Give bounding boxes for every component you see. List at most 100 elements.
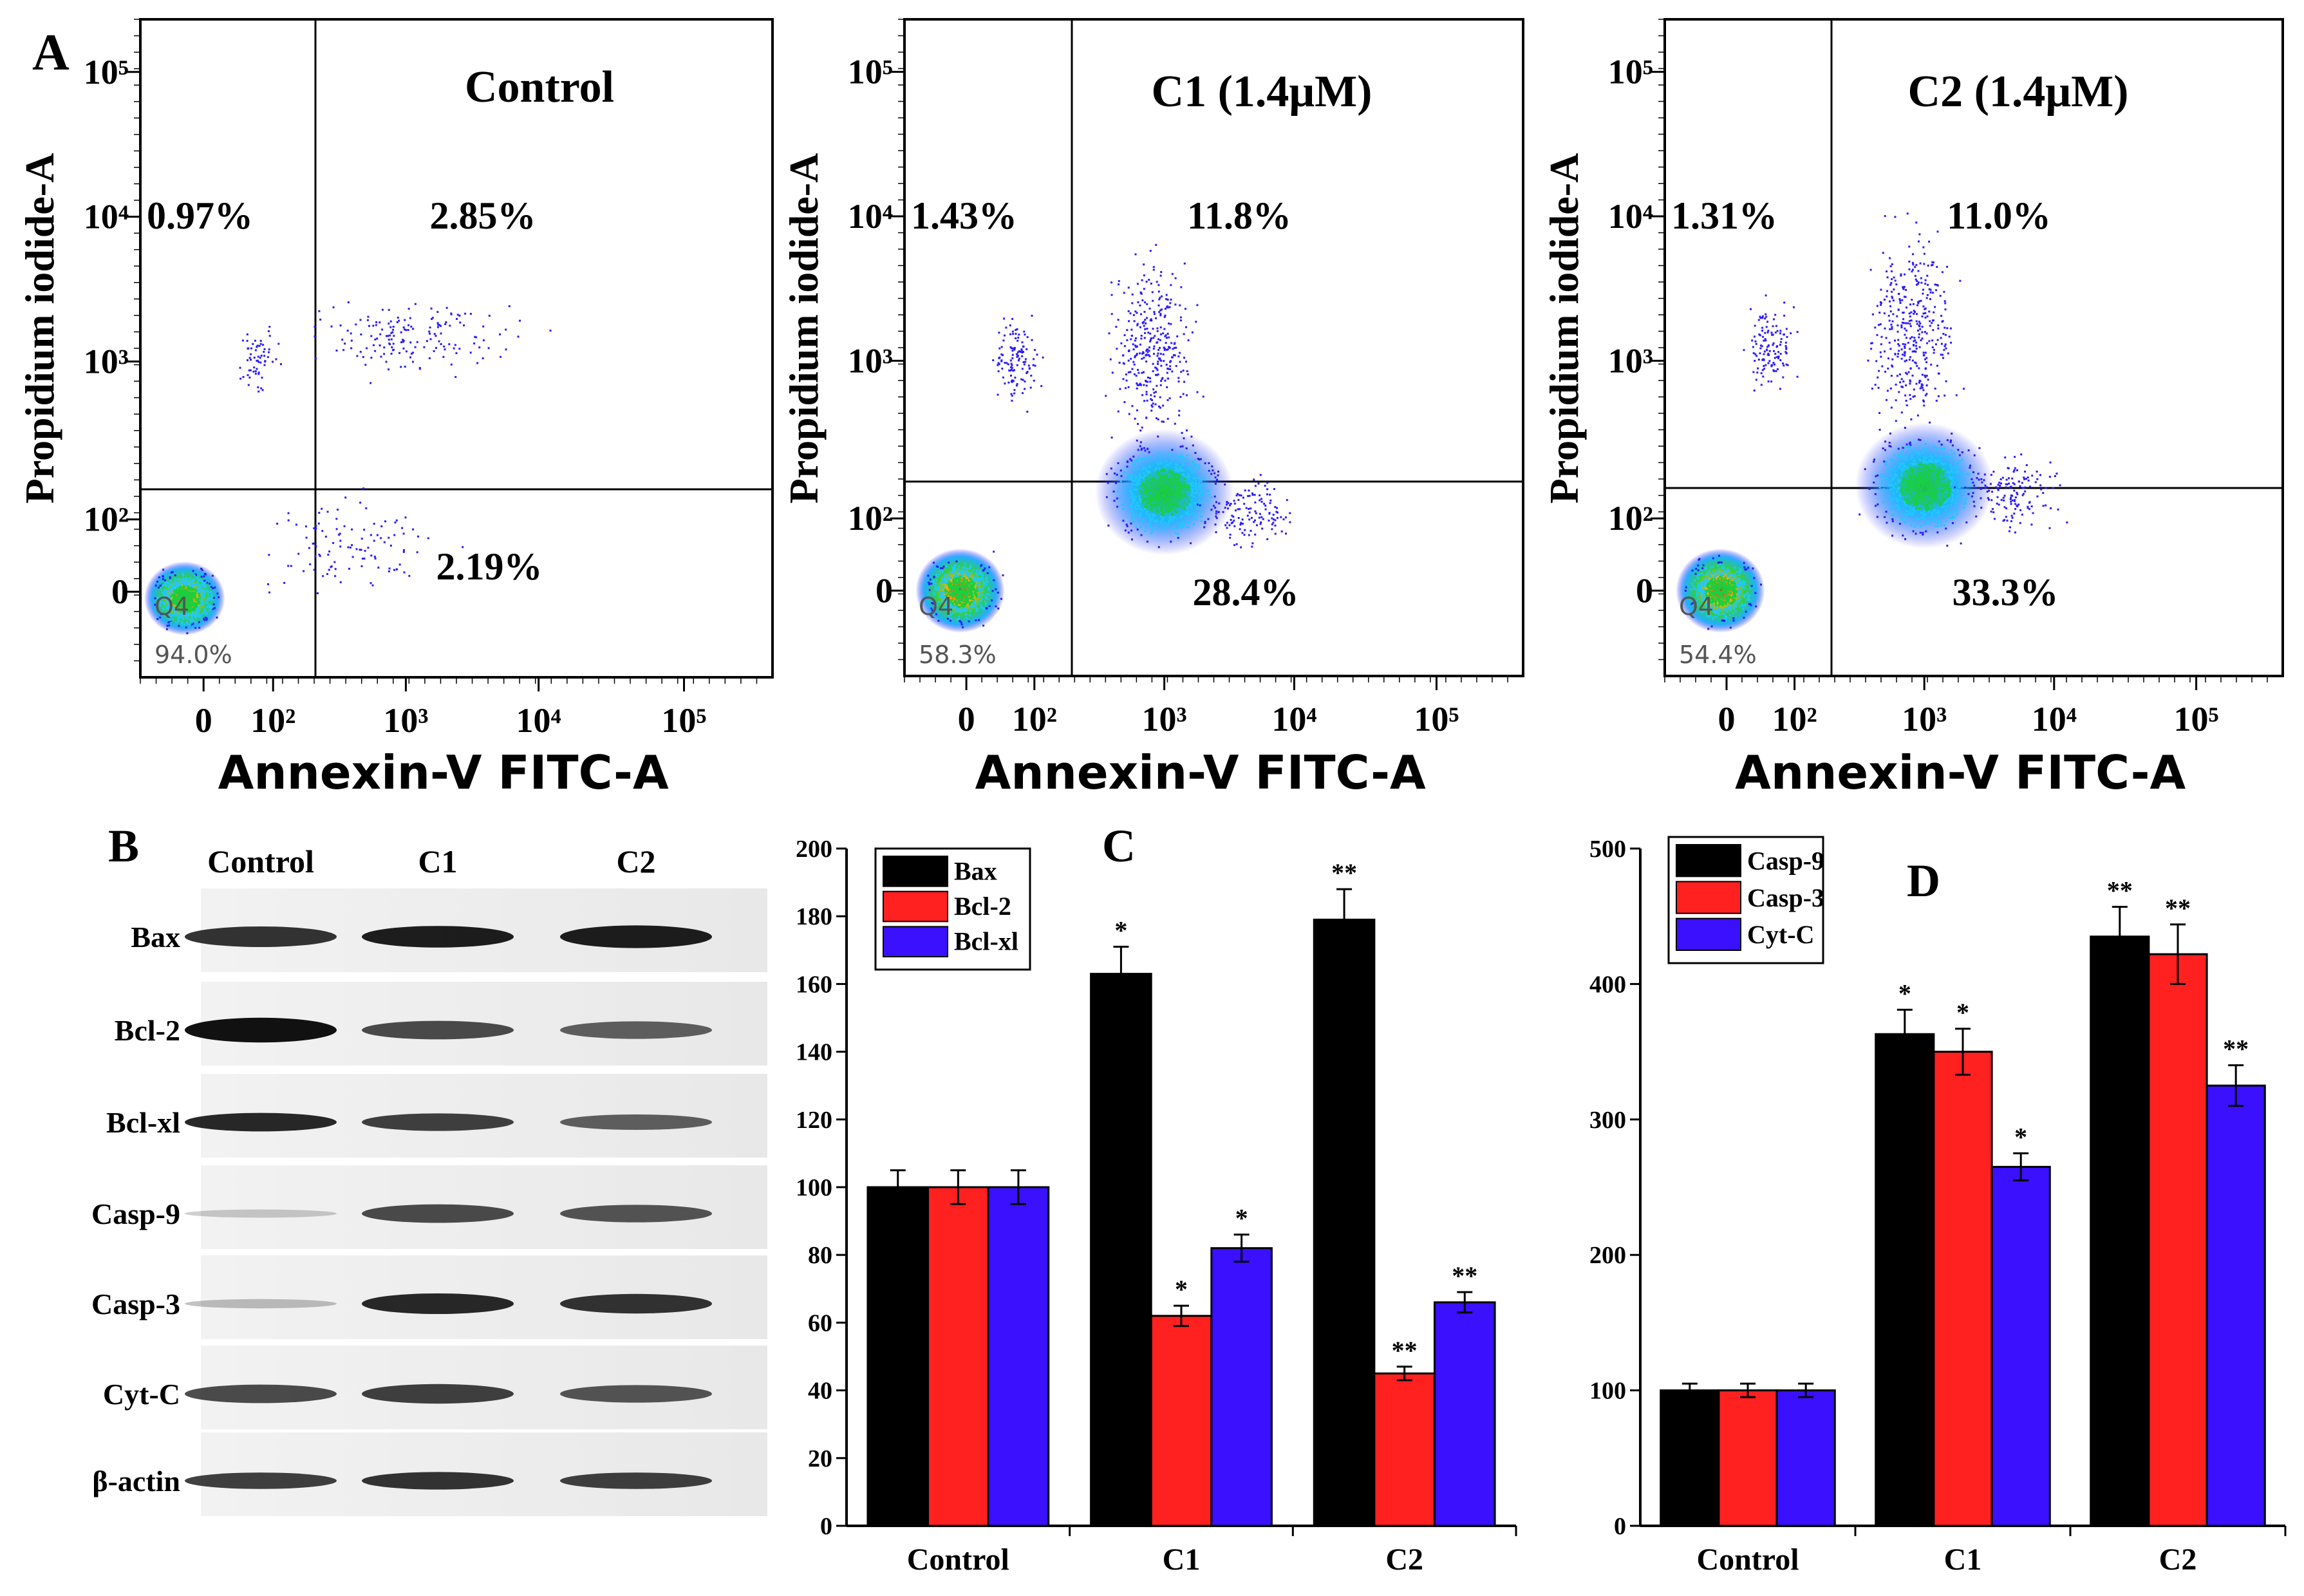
event-dot [1711,610,1714,612]
event-dot [1914,475,1916,478]
event-dot [169,604,171,606]
event-dot [1179,516,1182,519]
event-dot [366,319,369,321]
event-dot [1179,494,1181,496]
event-dot [1876,516,1878,518]
event-dot [1160,380,1163,382]
event-dot [1115,326,1118,328]
event-dot [954,601,957,604]
event-dot [941,601,943,603]
event-dot [1738,605,1741,608]
event-dot [1703,579,1705,582]
event-dot [1163,420,1165,423]
event-dot [1152,299,1154,302]
event-dot [190,620,192,623]
event-dot [960,621,962,624]
event-dot [1186,526,1188,529]
event-dot [1696,599,1698,601]
event-dot [1163,466,1166,469]
event-dot [975,594,978,597]
quadrant-q3-percent: 2.19% [436,545,543,588]
event-dot [1161,480,1164,483]
event-dot [181,608,183,610]
event-dot [1889,508,1892,511]
event-dot [1940,489,1943,492]
event-dot [1135,525,1138,528]
event-dot [1934,473,1937,474]
event-dot [1190,465,1193,468]
event-dot [1739,584,1741,587]
event-dot [963,584,966,587]
event-dot [1718,600,1720,603]
event-dot [187,587,190,590]
event-dot [1923,447,1925,450]
event-dot [1171,484,1174,487]
event-dot [458,314,461,317]
event-dot [1934,520,1937,523]
event-dot [1916,523,1918,525]
event-dot [448,343,451,346]
event-dot [1148,465,1150,467]
event-dot [1034,364,1036,367]
event-dot [1237,499,1240,501]
event-dot [1163,483,1165,485]
event-dot [1897,488,1899,491]
event-dot [928,581,930,584]
event-dot [1173,493,1175,496]
event-dot [183,602,185,605]
event-dot [962,610,964,612]
event-dot [1199,485,1201,488]
event-dot [946,617,949,620]
event-dot [1892,498,1895,501]
event-dot [1248,508,1250,510]
event-dot [1184,458,1186,460]
event-dot [168,600,171,603]
event-dot [1160,505,1163,507]
event-dot [443,345,445,348]
event-dot [1026,411,1029,413]
event-dot [1200,499,1203,502]
event-dot [1149,377,1151,379]
event-dot [178,579,181,581]
event-dot [1735,570,1737,573]
event-dot [1125,373,1127,376]
event-dot [1156,281,1158,283]
event-dot [1891,458,1893,461]
event-dot [1937,510,1940,512]
event-dot [169,599,171,602]
event-dot [370,582,372,585]
event-dot [963,577,965,579]
event-dot [1149,525,1152,528]
event-dot [1712,617,1714,620]
event-dot [1906,443,1908,446]
event-dot [936,588,939,591]
event-dot [1147,470,1150,473]
event-dot [1920,488,1922,491]
event-dot [941,602,944,605]
event-dot [1709,581,1712,583]
event-dot [1888,445,1891,447]
event-dot [1731,582,1733,585]
event-dot [1155,520,1157,522]
event-dot [198,626,201,629]
event-dot [1754,592,1757,594]
event-dot [1163,349,1166,352]
event-dot [193,574,196,577]
event-dot [1144,476,1147,478]
event-dot [1130,459,1133,462]
event-dot [1177,473,1179,476]
event-dot [1712,584,1714,587]
event-dot [216,616,218,619]
event-dot [1170,323,1172,325]
event-dot [1931,471,1934,474]
event-dot [1882,501,1884,503]
event-dot [1705,592,1707,595]
event-dot [961,596,964,598]
event-dot [1165,294,1168,296]
event-dot [184,606,187,608]
event-dot [1916,487,1919,490]
event-dot [162,568,165,571]
event-dot [1132,468,1135,471]
event-dot [1950,482,1953,485]
event-dot [1705,603,1707,606]
